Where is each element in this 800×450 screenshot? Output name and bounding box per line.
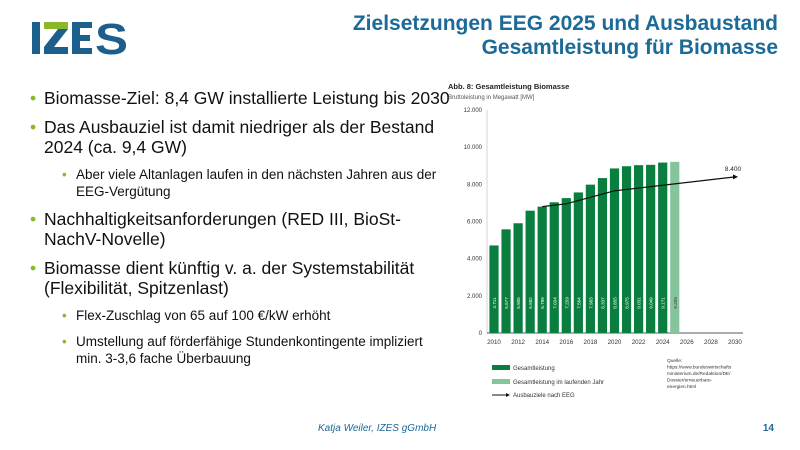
x-tick-label: 2030 xyxy=(728,339,742,346)
bullet-text: Biomasse-Ziel: 8,4 GW installierte Leist… xyxy=(44,88,450,108)
bullet-item: • Biomasse-Ziel: 8,4 GW installierte Leis… xyxy=(30,88,450,108)
bar-2025 xyxy=(670,161,680,333)
bullet-text: Das Ausbauziel ist damit niedriger als d… xyxy=(44,117,435,157)
bar-2024 xyxy=(658,162,668,333)
chart-title: Abb. 8: Gesamtleistung Biomasse xyxy=(448,82,569,91)
target-annotation: 8.400 xyxy=(725,166,742,173)
bullet-list: • Biomasse-Ziel: 8,4 GW installierte Leis… xyxy=(30,88,450,376)
bar-value-label: 9.209 xyxy=(673,297,678,309)
bar-value-label: 6.582 xyxy=(528,297,533,309)
y-tick-label: 6.000 xyxy=(467,220,483,226)
legend-swatch-total xyxy=(492,365,510,370)
bullet-text: Nachhaltigkeitsanforderungen (RED III, B… xyxy=(44,209,401,249)
x-tick-label: 2024 xyxy=(656,339,670,346)
bullet-icon: • xyxy=(30,209,37,229)
bar-value-label: 5.905 xyxy=(516,297,521,309)
bullet-icon: • xyxy=(30,117,37,137)
slide-title: Zielsetzungen EEG 2025 und Ausbaustand G… xyxy=(353,12,778,60)
legend-label: Ausbauziele nach EEG xyxy=(513,393,575,399)
arrow-icon xyxy=(733,174,738,180)
bar-2011 xyxy=(501,229,511,333)
source-text: energien.html xyxy=(667,384,696,390)
x-tick-label: 2020 xyxy=(608,339,622,346)
source-text: Dossier/erneuerbare- xyxy=(667,378,713,384)
bullet-text: Umstellung auf förderfähige Stundenkonti… xyxy=(76,334,423,366)
x-tick-label: 2014 xyxy=(535,339,549,346)
bar-2016 xyxy=(561,198,571,333)
title-line-2: Gesamtleistung für Biomasse xyxy=(481,36,778,59)
bullet-icon: • xyxy=(30,258,37,278)
source-text: ministerium.de/Redaktion/DE/ xyxy=(667,371,731,377)
y-tick-label: 10.000 xyxy=(464,145,483,151)
chart-subtitle: Bruttoleistung in Megawatt [MW] xyxy=(448,95,535,101)
y-tick-label: 8.000 xyxy=(467,182,483,188)
bar-value-label: 9.171 xyxy=(661,297,666,309)
bullet-icon: • xyxy=(62,334,67,349)
bullet-icon: • xyxy=(30,88,37,108)
bar-value-label: 7.564 xyxy=(576,297,581,309)
bar-value-label: 7.259 xyxy=(564,297,569,309)
bar-value-label: 5.577 xyxy=(504,297,509,309)
bullet-item: • Aber viele Altanlagen laufen in den näc… xyxy=(62,166,450,200)
bar-value-label: 8.855 xyxy=(613,297,618,309)
bar-2015 xyxy=(549,202,559,333)
svg-text:S: S xyxy=(95,20,128,56)
bar-2013 xyxy=(525,210,535,333)
x-tick-label: 2012 xyxy=(511,339,525,346)
legend-swatch-current xyxy=(492,379,510,384)
bullet-text: Biomasse dient künftig v. a. der Systems… xyxy=(44,258,415,298)
eeg-target-line xyxy=(542,176,736,208)
source-text: https://www.bundeswirtschafts xyxy=(667,365,732,371)
page-number: 14 xyxy=(762,423,774,434)
bullet-item: • Umstellung auf förderfähige Stundenkont… xyxy=(62,333,450,367)
bar-value-label: 8.975 xyxy=(625,297,630,309)
y-tick-label: 0 xyxy=(479,331,483,337)
bar-2021 xyxy=(621,166,632,333)
bar-2018 xyxy=(585,184,595,333)
bar-2014 xyxy=(537,206,547,333)
x-tick-label: 2026 xyxy=(680,339,694,346)
source-text: Quelle: xyxy=(667,358,682,364)
bar-value-label: 9.049 xyxy=(649,297,654,309)
title-line-1: Zielsetzungen EEG 2025 und Ausbaustand xyxy=(352,12,778,35)
bar-2023 xyxy=(646,164,656,333)
bullet-icon: • xyxy=(62,167,67,182)
bullet-icon: • xyxy=(62,308,67,323)
legend-label: Gesamtleistung im laufenden Jahr xyxy=(513,380,604,386)
bar-2019 xyxy=(597,178,608,333)
bar-value-label: 4.711 xyxy=(492,297,497,309)
bar-2010 xyxy=(489,245,499,333)
bullet-text: Flex-Zuschlag von 65 auf 100 €/kW erhöht xyxy=(76,308,331,323)
x-tick-label: 2022 xyxy=(632,339,646,346)
bar-2020 xyxy=(609,168,620,333)
bullet-item: • Das Ausbauziel ist damit niedriger als … xyxy=(30,117,450,157)
bar-value-label: 8.337 xyxy=(600,297,605,309)
y-tick-label: 2.000 xyxy=(467,294,483,300)
bullet-text: Aber viele Altanlagen laufen in den näch… xyxy=(76,167,437,199)
arrow-icon xyxy=(506,393,510,397)
bullet-item: • Flex-Zuschlag von 65 auf 100 €/kW erhöh… xyxy=(62,307,450,324)
bar-value-label: 6.799 xyxy=(540,297,545,309)
x-tick-label: 2018 xyxy=(584,339,598,346)
bar-2017 xyxy=(573,192,583,333)
bar-value-label: 9.031 xyxy=(637,297,642,309)
bar-2012 xyxy=(513,223,523,333)
y-tick-label: 4.000 xyxy=(467,257,483,263)
x-tick-label: 2028 xyxy=(704,339,718,346)
x-tick-label: 2016 xyxy=(559,339,573,346)
biomass-capacity-chart: Abb. 8: Gesamtleistung Biomasse Bruttolei… xyxy=(448,82,743,399)
legend-label: Gesamtleistung xyxy=(513,366,555,372)
y-tick-label: 12.000 xyxy=(464,108,483,114)
x-tick-label: 2010 xyxy=(487,339,501,346)
bar-2022 xyxy=(634,165,644,333)
footer-author: Katja Weiler, IZES gGmbH xyxy=(318,423,437,434)
izes-logo: S xyxy=(32,20,128,56)
bar-value-label: 7.034 xyxy=(552,297,557,309)
bullet-item: • Biomasse dient künftig v. a. der System… xyxy=(30,258,450,298)
bar-value-label: 7.983 xyxy=(588,297,593,309)
bullet-item: • Nachhaltigkeitsanforderungen (RED III, … xyxy=(30,209,450,249)
